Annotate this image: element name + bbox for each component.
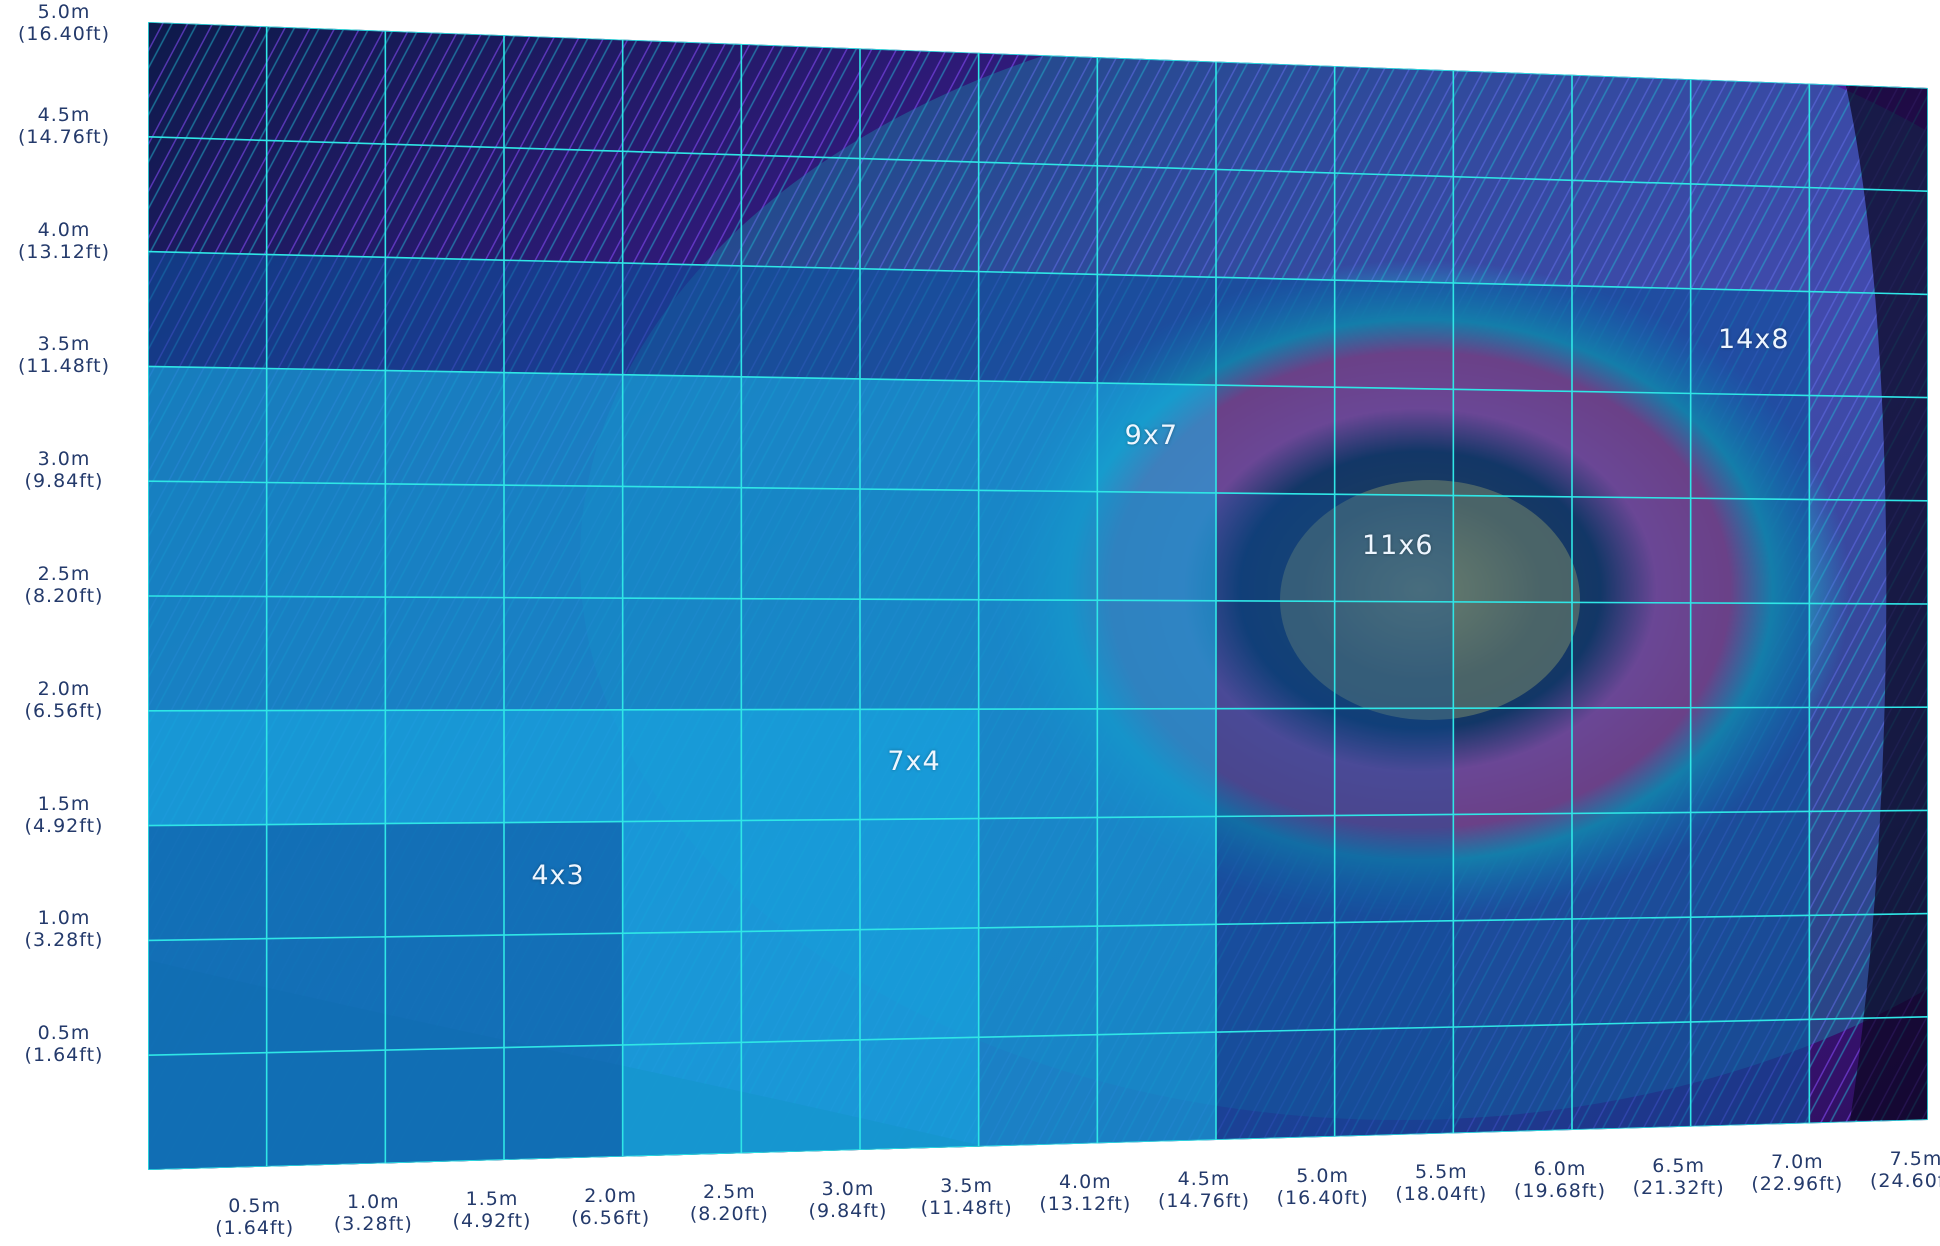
x-label-ft: (3.28ft) xyxy=(333,1213,413,1236)
y-axis-label: 5.0m (16.40ft) xyxy=(0,1,128,45)
x-label-ft: (1.64ft) xyxy=(215,1216,295,1239)
grid-row-line xyxy=(148,809,1928,827)
x-label-m: 7.5m xyxy=(1889,1148,1940,1170)
x-axis-label: 5.5m (18.04ft) xyxy=(1376,1161,1506,1205)
y-axis-label: 3.0m (9.84ft) xyxy=(0,448,128,492)
x-axis-label: 6.0m (19.68ft) xyxy=(1495,1158,1625,1202)
grid-row-line xyxy=(148,22,1928,89)
y-axis-label: 2.5m (8.20ft) xyxy=(0,563,128,607)
size-label-7x4: 7x4 xyxy=(887,746,941,778)
x-label-ft: (9.84ft) xyxy=(808,1200,888,1222)
y-label-ft: (6.56ft) xyxy=(24,699,104,722)
grid-lines xyxy=(148,22,1928,1170)
x-axis-label: 3.5m (11.48ft) xyxy=(902,1175,1032,1219)
y-label-ft: (13.12ft) xyxy=(17,240,111,263)
y-axis-label: 1.5m (4.92ft) xyxy=(0,793,128,837)
x-axis-label: 6.5m (21.32ft) xyxy=(1614,1155,1744,1199)
x-axis-label: 5.0m (16.40ft) xyxy=(1258,1165,1388,1209)
y-axis-label: 4.5m (14.76ft) xyxy=(0,104,128,148)
y-axis-label: 3.5m (11.48ft) xyxy=(0,333,128,377)
x-label-m: 3.0m xyxy=(821,1178,875,1200)
x-label-m: 0.5m xyxy=(228,1194,282,1217)
x-axis-label: 2.0m (6.56ft) xyxy=(546,1185,676,1229)
x-label-m: 1.5m xyxy=(465,1188,519,1210)
grid-row-line xyxy=(148,136,1928,192)
grid-row-line xyxy=(148,912,1928,942)
y-label-ft: (1.64ft) xyxy=(24,1044,104,1067)
y-label-ft: (4.92ft) xyxy=(24,814,104,837)
size-label-9x7: 9x7 xyxy=(1124,420,1178,452)
y-label-m: 3.0m xyxy=(37,448,91,471)
x-label-ft: (6.56ft) xyxy=(571,1206,651,1229)
x-label-m: 4.0m xyxy=(1058,1171,1112,1194)
x-label-ft: (4.92ft) xyxy=(452,1210,532,1232)
x-label-ft: (14.76ft) xyxy=(1157,1190,1251,1212)
grid-row-line xyxy=(148,480,1928,502)
y-label-ft: (8.20ft) xyxy=(24,585,104,607)
size-label-11x6: 11x6 xyxy=(1362,530,1434,562)
x-label-ft: (11.48ft) xyxy=(920,1196,1013,1219)
y-label-ft: (14.76ft) xyxy=(17,125,111,148)
x-axis-label: 2.5m (8.20ft) xyxy=(664,1181,794,1225)
x-label-ft: (13.12ft) xyxy=(1039,1193,1132,1216)
y-label-m: 2.0m xyxy=(37,677,91,700)
x-label-m: 7.0m xyxy=(1770,1151,1824,1174)
y-label-m: 2.5m xyxy=(37,563,91,585)
grid-row-line xyxy=(148,1016,1928,1056)
x-label-m: 6.0m xyxy=(1533,1158,1587,1180)
x-axis-label: 3.0m (9.84ft) xyxy=(783,1178,913,1222)
grid-row-line xyxy=(148,706,1928,712)
y-axis-label: 0.5m (1.64ft) xyxy=(0,1022,128,1066)
y-axis-label: 2.0m (6.56ft) xyxy=(0,678,128,722)
x-label-ft: (8.20ft) xyxy=(689,1203,769,1226)
grid-row-line xyxy=(148,250,1928,296)
x-label-m: 3.5m xyxy=(940,1174,994,1197)
y-label-m: 3.5m xyxy=(37,333,91,356)
x-label-m: 6.5m xyxy=(1652,1154,1706,1177)
x-label-ft: (18.04ft) xyxy=(1395,1183,1488,1206)
x-label-ft: (21.32ft) xyxy=(1632,1176,1725,1199)
x-label-m: 2.5m xyxy=(702,1181,756,1204)
x-axis-label: 7.0m (22.96ft) xyxy=(1732,1151,1862,1195)
size-label-4x3: 4x3 xyxy=(531,860,585,892)
y-label-ft: (3.28ft) xyxy=(24,929,104,952)
x-axis-label: 1.5m (4.92ft) xyxy=(427,1188,557,1232)
grid-row-line xyxy=(148,365,1928,399)
y-label-ft: (9.84ft) xyxy=(24,470,104,493)
y-label-ft: (11.48ft) xyxy=(17,355,111,378)
x-axis-label: 4.5m (14.76ft) xyxy=(1139,1168,1269,1212)
x-label-ft: (16.40ft) xyxy=(1276,1186,1369,1209)
y-axis-label: 4.0m (13.12ft) xyxy=(0,219,128,263)
x-axis-label: 4.0m (13.12ft) xyxy=(1020,1171,1150,1215)
x-label-m: 5.0m xyxy=(1296,1164,1350,1187)
x-label-m: 1.0m xyxy=(346,1191,400,1214)
x-label-ft: (19.68ft) xyxy=(1513,1180,1607,1202)
y-label-m: 5.0m xyxy=(37,1,91,23)
y-label-m: 4.5m xyxy=(37,103,91,126)
x-axis-label: 7.5m(24.60ft) xyxy=(1851,1148,1940,1192)
y-label-m: 1.0m xyxy=(37,907,91,930)
y-label-m: 1.5m xyxy=(37,792,91,815)
grid-row-line xyxy=(148,595,1928,605)
y-label-m: 4.0m xyxy=(37,218,91,241)
x-label-m: 2.0m xyxy=(584,1184,638,1207)
x-label-m: 4.5m xyxy=(1177,1168,1231,1190)
y-axis-label: 1.0m (3.28ft) xyxy=(0,907,128,951)
x-axis-label: 0.5m (1.64ft) xyxy=(190,1195,320,1239)
y-label-m: 0.5m xyxy=(37,1022,91,1045)
x-axis-label: 1.0m (3.28ft) xyxy=(308,1191,438,1235)
x-label-ft: (24.60ft) xyxy=(1869,1170,1940,1192)
x-label-ft: (22.96ft) xyxy=(1751,1173,1844,1196)
y-label-ft: (16.40ft) xyxy=(17,23,111,45)
x-label-m: 5.5m xyxy=(1414,1161,1468,1184)
size-label-14x8: 14x8 xyxy=(1718,324,1790,356)
